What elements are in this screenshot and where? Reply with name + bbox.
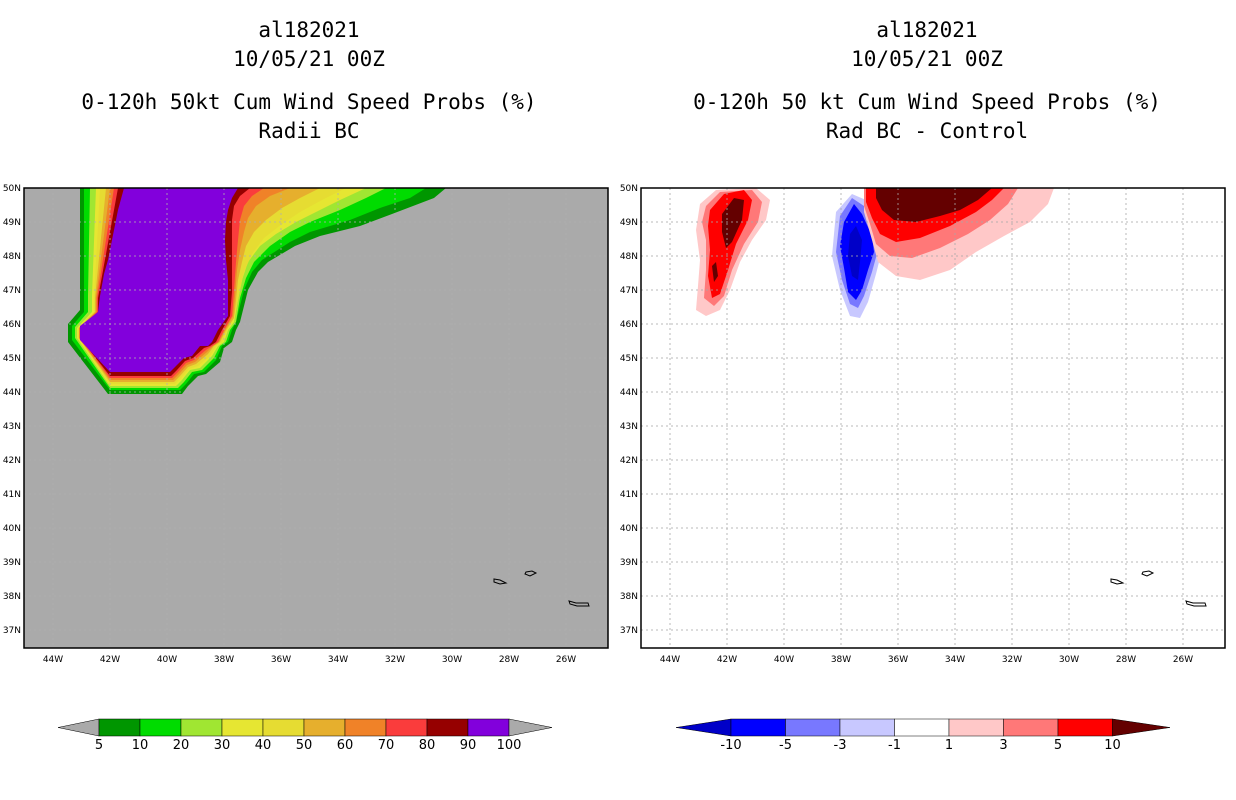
right-colorbar-swatch-3	[840, 719, 895, 736]
left-colorbar-swatch-3	[222, 719, 263, 736]
left-lon-label-42W: 42W	[100, 655, 120, 665]
right-lon-label-40W: 40W	[774, 655, 794, 665]
right-colorbar-label: 5	[1054, 738, 1062, 753]
right-latitude-labels: 50N 49N 48N 47N 46N 45N 44N 43N 42N 41N 40N 39N 38N 3…	[620, 184, 638, 636]
right-colorbar: -10 -5 -3 -1 1 3 5 10	[676, 719, 1170, 753]
left-lat-label-39N: 39N	[3, 558, 21, 568]
left-colorbar-label: 5	[95, 738, 103, 753]
right-colorbar-label: -3	[834, 738, 847, 753]
left-colorbar-label: 70	[378, 738, 395, 753]
left-lat-label-37N: 37N	[3, 626, 21, 636]
left-colorbar: 5 10 20 30 40 50 60 70 80 90 100	[58, 719, 552, 753]
left-colorbar-label: 30	[214, 738, 231, 753]
left-lat-label-45N: 45N	[3, 354, 21, 364]
left-lat-label-40N: 40N	[3, 524, 21, 534]
left-colorbar-swatch-6	[345, 719, 386, 736]
right-lat-label-37N: 37N	[620, 626, 638, 636]
left-lon-label-40W: 40W	[157, 655, 177, 665]
left-colorbar-swatch-5	[304, 719, 345, 736]
left-lat-label-38N: 38N	[3, 592, 21, 602]
right-lon-label-38W: 38W	[831, 655, 851, 665]
map-canvas: 50N 49N 48N 47N 46N 45N 44N 43N 42N 41N 40N 39N 38N 3…	[0, 0, 1236, 800]
right-colorbar-swatch-7	[1058, 719, 1113, 736]
right-lon-label-28W: 28W	[1116, 655, 1136, 665]
right-colorbar-label: -10	[720, 738, 741, 753]
left-colorbar-swatch-1	[140, 719, 181, 736]
left-colorbar-swatch-9	[468, 719, 509, 736]
right-lon-label-34W: 34W	[945, 655, 965, 665]
left-lat-label-41N: 41N	[3, 490, 21, 500]
right-lat-label-43N: 43N	[620, 422, 638, 432]
left-colorbar-swatch-2	[181, 719, 222, 736]
right-colorbar-swatch-2	[786, 719, 841, 736]
left-colorbar-label: 40	[255, 738, 272, 753]
left-lon-label-30W: 30W	[442, 655, 462, 665]
right-longitude-labels: 44W 42W 40W 38W 36W 34W 32W 30W 28W 26W	[660, 655, 1193, 665]
right-lat-label-45N: 45N	[620, 354, 638, 364]
left-lat-label-43N: 43N	[3, 422, 21, 432]
right-colorbar-label: 10	[1104, 738, 1121, 753]
right-colorbar-low-arrow	[676, 719, 731, 736]
right-lat-label-46N: 46N	[620, 320, 638, 330]
right-lon-label-44W: 44W	[660, 655, 680, 665]
left-colorbar-high-arrow	[509, 719, 552, 736]
left-lat-label-49N: 49N	[3, 218, 21, 228]
right-colorbar-high-arrow	[1113, 719, 1171, 736]
left-lon-label-38W: 38W	[214, 655, 234, 665]
left-lon-label-34W: 34W	[328, 655, 348, 665]
right-lat-label-42N: 42N	[620, 456, 638, 466]
left-lon-label-44W: 44W	[43, 655, 63, 665]
left-lat-label-44N: 44N	[3, 388, 21, 398]
right-lon-label-36W: 36W	[888, 655, 908, 665]
left-colorbar-label: 90	[460, 738, 477, 753]
right-colorbar-swatch-5	[949, 719, 1004, 736]
left-colorbar-swatch-7	[386, 719, 427, 736]
left-colorbar-label: 10	[132, 738, 149, 753]
right-colorbar-label: -5	[779, 738, 792, 753]
left-map	[24, 188, 608, 648]
right-lat-label-44N: 44N	[620, 388, 638, 398]
left-colorbar-low-arrow	[58, 719, 99, 736]
left-lat-label-47N: 47N	[3, 286, 21, 296]
left-colorbar-label: 80	[419, 738, 436, 753]
left-lon-label-28W: 28W	[499, 655, 519, 665]
left-colorbar-label: 50	[296, 738, 313, 753]
left-lon-label-36W: 36W	[271, 655, 291, 665]
left-colorbar-label: 100	[497, 738, 522, 753]
left-lat-label-46N: 46N	[3, 320, 21, 330]
right-lat-label-50N: 50N	[620, 184, 638, 194]
left-colorbar-swatch-8	[427, 719, 468, 736]
right-lat-label-41N: 41N	[620, 490, 638, 500]
right-colorbar-swatch-1	[731, 719, 786, 736]
right-lat-label-40N: 40N	[620, 524, 638, 534]
right-lat-label-39N: 39N	[620, 558, 638, 568]
left-lat-label-42N: 42N	[3, 456, 21, 466]
right-colorbar-label: 1	[945, 738, 953, 753]
right-colorbar-label: 3	[999, 738, 1007, 753]
right-lon-label-42W: 42W	[717, 655, 737, 665]
left-latitude-labels: 50N 49N 48N 47N 46N 45N 44N 43N 42N 41N 40N 39N 38N 3…	[3, 184, 21, 636]
left-longitude-labels: 44W 42W 40W 38W 36W 34W 32W 30W 28W 26W	[43, 655, 576, 665]
left-lon-label-26W: 26W	[556, 655, 576, 665]
right-lat-label-47N: 47N	[620, 286, 638, 296]
right-colorbar-swatch-4	[895, 719, 950, 736]
right-lon-label-32W: 32W	[1002, 655, 1022, 665]
right-lon-label-26W: 26W	[1173, 655, 1193, 665]
right-map	[641, 188, 1225, 648]
right-lat-label-38N: 38N	[620, 592, 638, 602]
right-lat-label-49N: 49N	[620, 218, 638, 228]
left-lat-label-50N: 50N	[3, 184, 21, 194]
left-lon-label-32W: 32W	[385, 655, 405, 665]
right-lat-label-48N: 48N	[620, 252, 638, 262]
left-colorbar-label: 20	[173, 738, 190, 753]
right-lon-label-30W: 30W	[1059, 655, 1079, 665]
right-colorbar-swatch-6	[1004, 719, 1059, 736]
left-colorbar-swatch-0	[99, 719, 140, 736]
right-colorbar-label: -1	[888, 738, 901, 753]
left-colorbar-swatch-4	[263, 719, 304, 736]
left-lat-label-48N: 48N	[3, 252, 21, 262]
left-colorbar-label: 60	[337, 738, 354, 753]
